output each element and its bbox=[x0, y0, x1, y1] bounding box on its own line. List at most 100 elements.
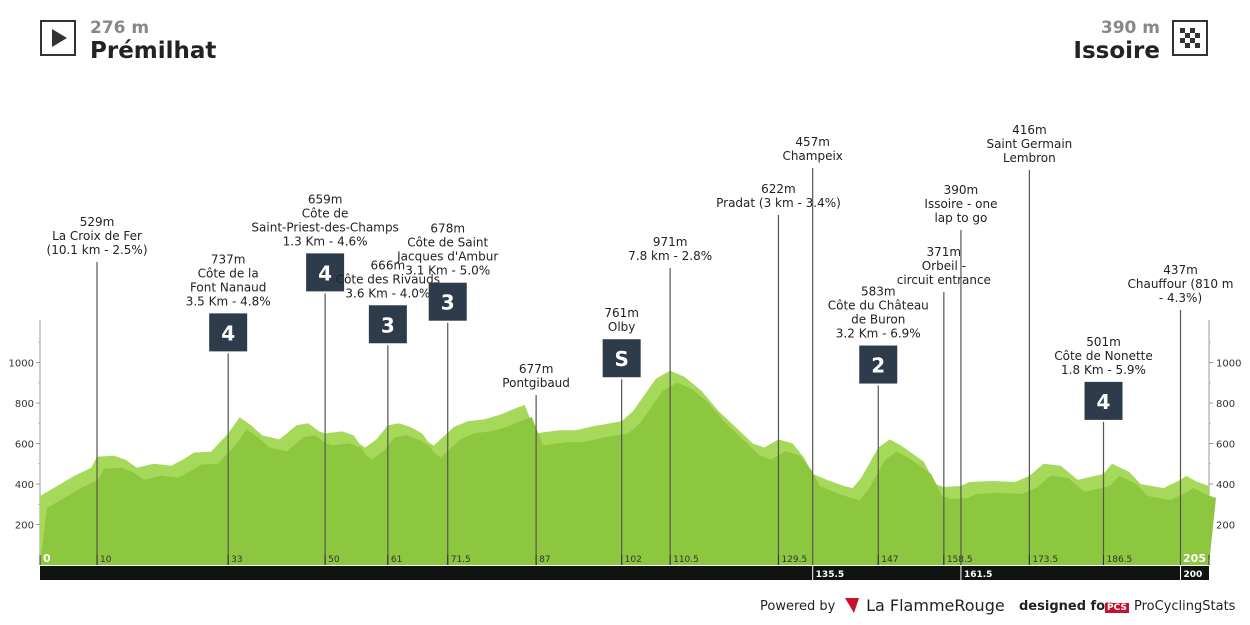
waypoint-label: 457m bbox=[795, 135, 830, 149]
climb-category-badge bbox=[306, 253, 345, 292]
distance-tick-label: 147 bbox=[881, 555, 898, 565]
distance-tick-label: 0 bbox=[43, 552, 51, 565]
distance-tick-label: 102 bbox=[625, 555, 642, 565]
waypoint-label: Côte de Saint bbox=[407, 236, 488, 250]
waypoint-label: Issoire - one bbox=[924, 197, 997, 211]
bar-tick-label: 161.5 bbox=[964, 570, 992, 580]
y-tick-label-left: 200 bbox=[15, 521, 34, 532]
distance-tick-label: 129.5 bbox=[781, 555, 807, 565]
pcs-logo-icon: PCS bbox=[1105, 603, 1129, 613]
climb-category-label: 4 bbox=[318, 261, 332, 285]
climb-category-badge bbox=[859, 345, 898, 384]
waypoint-label: Côte de bbox=[302, 206, 349, 220]
waypoint-label: lap to go bbox=[934, 211, 987, 225]
waypoint-label: 622m bbox=[761, 182, 796, 196]
pcs-logo[interactable]: PCS ProCyclingStats bbox=[1105, 599, 1235, 614]
distance-tick-label: 158.5 bbox=[947, 555, 973, 565]
finish-town: Issoire bbox=[1073, 38, 1160, 64]
waypoint-label: 390m bbox=[944, 183, 979, 197]
waypoint-label: 3.1 Km - 5.0% bbox=[405, 264, 490, 278]
waypoint-label: 371m bbox=[927, 245, 962, 259]
start-flag-icon bbox=[40, 20, 76, 56]
y-tick-label-right: 600 bbox=[1216, 440, 1235, 451]
distance-tick-label: 10 bbox=[100, 555, 112, 565]
y-tick-label-left: 400 bbox=[15, 480, 34, 491]
flame-icon bbox=[845, 598, 859, 613]
flammerouge-logo[interactable]: La FlammeRouge bbox=[843, 596, 1005, 615]
waypoint-label: 3.5 Km - 4.8% bbox=[186, 294, 271, 308]
waypoint-label: Côte de Nonette bbox=[1054, 349, 1153, 363]
waypoint-label: Côte de la bbox=[198, 266, 259, 280]
waypoint-label: 3.6 Km - 4.0% bbox=[345, 286, 430, 300]
waypoint-label: 3.2 Km - 6.9% bbox=[836, 327, 921, 341]
waypoint-label: Pradat (3 km - 3.4%) bbox=[716, 196, 841, 210]
climb-category-label: 3 bbox=[441, 291, 455, 315]
waypoint-label: Saint Germain bbox=[986, 137, 1072, 151]
start-town: Prémilhat bbox=[90, 38, 217, 64]
waypoint-label: Chauffour (810 m bbox=[1127, 277, 1233, 291]
climb-category-badge bbox=[209, 313, 248, 352]
distance-tick-label: 87 bbox=[539, 555, 550, 565]
finish-elevation: 390 m bbox=[1100, 18, 1160, 38]
waypoint-label: 501m bbox=[1086, 335, 1121, 349]
waypoint-label: 678m bbox=[430, 222, 465, 236]
waypoint-label: Lembron bbox=[1003, 151, 1056, 165]
waypoint-label: Côte des Rivauds bbox=[336, 272, 440, 286]
waypoint-label: 416m bbox=[1012, 123, 1047, 137]
waypoint-label: La Croix de Fer bbox=[52, 229, 142, 243]
waypoint-label: circuit entrance bbox=[897, 273, 991, 287]
start-header: 276 m Prémilhat bbox=[90, 18, 216, 64]
waypoint-label: 437m bbox=[1163, 263, 1198, 277]
waypoint-label: 7.8 km - 2.8% bbox=[628, 249, 712, 263]
distance-tick-label: 61 bbox=[391, 555, 402, 565]
waypoint-label: 666m bbox=[371, 258, 406, 272]
bar-tick-label: 200 bbox=[1183, 570, 1202, 580]
climb-category-badge bbox=[602, 339, 641, 378]
waypoint-label: 971m bbox=[653, 235, 688, 249]
climb-category-label: 3 bbox=[381, 313, 395, 337]
waypoint-label: 1.3 Km - 4.6% bbox=[283, 234, 368, 248]
distance-tick-label: 33 bbox=[231, 555, 242, 565]
climb-category-label: 4 bbox=[1097, 390, 1111, 414]
waypoint-label: Côte du Château bbox=[828, 299, 929, 313]
waypoint-label: 1.8 Km - 5.9% bbox=[1061, 363, 1146, 377]
waypoint-label: de Buron bbox=[851, 313, 905, 327]
waypoint-label: 761m bbox=[604, 306, 639, 320]
y-tick-label-right: 400 bbox=[1216, 480, 1235, 491]
designed-for-label: designed for bbox=[1019, 599, 1112, 614]
waypoint-label: Jacques d'Ambur bbox=[396, 250, 498, 264]
flammerouge-brand: La FlammeRouge bbox=[866, 596, 1005, 615]
waypoint-label: - 4.3%) bbox=[1159, 291, 1202, 305]
y-tick-label-right: 200 bbox=[1216, 521, 1235, 532]
y-tick-label-left: 600 bbox=[15, 440, 34, 451]
waypoint-label: Pontgibaud bbox=[502, 376, 570, 390]
waypoint-label: 529m bbox=[80, 215, 115, 229]
pcs-brand: ProCyclingStats bbox=[1134, 599, 1236, 614]
waypoint-label: 583m bbox=[861, 285, 896, 299]
waypoint-label: 737m bbox=[211, 252, 246, 266]
waypoint-label: Orbeil - bbox=[922, 259, 966, 273]
distance-bar bbox=[40, 566, 1209, 580]
climb-category-label: 2 bbox=[871, 354, 885, 378]
waypoint-label: Champeix bbox=[782, 149, 842, 163]
climb-category-label: S bbox=[614, 347, 628, 371]
y-tick-label-left: 1000 bbox=[9, 359, 34, 370]
distance-tick-label: 186.5 bbox=[1107, 555, 1133, 565]
profile-area-dark bbox=[40, 382, 1216, 565]
distance-tick-label: 205 bbox=[1183, 552, 1206, 565]
bar-tick-label: 135.5 bbox=[816, 570, 844, 580]
waypoint-label: Olby bbox=[608, 320, 636, 334]
distance-tick-label: 110.5 bbox=[673, 555, 699, 565]
finish-flag-icon bbox=[1172, 20, 1208, 56]
climb-category-label: 4 bbox=[221, 321, 235, 345]
waypoint-label: Saint-Priest-des-Champs bbox=[251, 220, 398, 234]
finish-header: 390 m Issoire bbox=[1073, 18, 1160, 64]
distance-tick-label: 173.5 bbox=[1032, 555, 1058, 565]
waypoint-label: Font Nanaud bbox=[190, 280, 266, 294]
y-tick-label-left: 800 bbox=[15, 399, 34, 410]
waypoint-label: (10.1 km - 2.5%) bbox=[47, 243, 148, 257]
waypoint-label: 677m bbox=[519, 362, 554, 376]
powered-by-label: Powered by bbox=[760, 599, 836, 614]
start-elevation: 276 m bbox=[90, 18, 150, 38]
